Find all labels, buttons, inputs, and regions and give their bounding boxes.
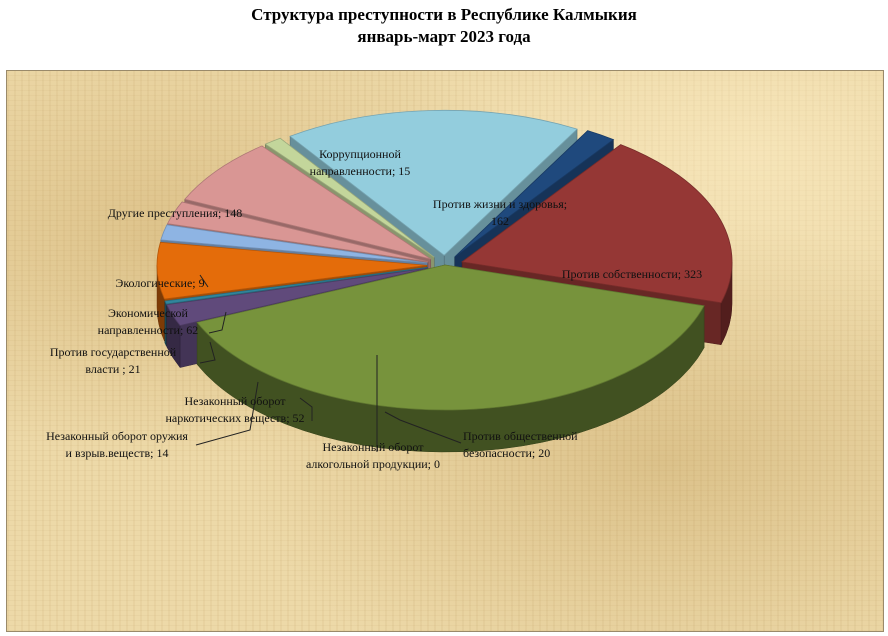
- data-label: Незаконный оборот оружия и взрыв.веществ;…: [46, 429, 188, 460]
- pie-slice: [166, 201, 429, 263]
- pie-slice: [196, 264, 705, 411]
- data-label: Экономической направленности; 62: [98, 306, 199, 337]
- data-label: Экологические; 9: [115, 276, 204, 290]
- data-label: Против жизни и здоровья; 162: [433, 197, 567, 228]
- leader-line: [208, 311, 227, 334]
- pie-slice: [160, 224, 428, 264]
- data-label-line: Экономической: [108, 306, 189, 320]
- pie-slice: [164, 266, 428, 305]
- data-label-line: направленности; 15: [310, 164, 411, 178]
- leader-line: [195, 381, 259, 446]
- leader-line: [199, 274, 209, 288]
- data-label-line: Незаконный оборот: [323, 440, 425, 454]
- pie-slice: [264, 137, 435, 258]
- data-label-line: власти ; 21: [85, 362, 140, 376]
- data-label: Незаконный оборот наркотических веществ; …: [165, 394, 304, 425]
- data-label-line: Против общественной: [463, 429, 578, 443]
- data-label: Против общественной безопасности; 20: [463, 429, 578, 460]
- data-label-line: алкогольной продукции; 0: [306, 457, 440, 471]
- data-label-line: Незаконный оборот оружия: [46, 429, 188, 443]
- chart-title: Структура преступности в Республике Калм…: [0, 4, 888, 48]
- data-label-line: направленности; 62: [98, 323, 199, 337]
- data-labels: Против жизни и здоровья; 162 Против собств…: [46, 147, 702, 471]
- leader-line: [384, 411, 462, 444]
- data-label-line: Другие преступления; 148: [108, 206, 243, 220]
- data-label-line: Коррупционной: [319, 147, 401, 161]
- leader-lines: [195, 274, 462, 452]
- data-label: Против собственности; 323: [562, 267, 702, 281]
- pie-slice: [184, 145, 432, 260]
- chart-title-line1: Структура преступности в Республике Калм…: [251, 5, 637, 24]
- data-label-line: Против государственной: [50, 345, 177, 359]
- data-label-line: Против жизни и здоровья;: [433, 197, 567, 211]
- data-label: Против государственной власти ; 21: [50, 345, 177, 376]
- pie-slice: [166, 267, 429, 327]
- pie-slice: [461, 144, 733, 304]
- pie-slice: [454, 130, 615, 258]
- data-label-line: безопасности; 20: [463, 446, 550, 460]
- data-label-line: Незаконный оборот: [185, 394, 287, 408]
- data-label: Другие преступления; 148: [108, 206, 243, 220]
- data-label-line: и взрыв.веществ; 14: [66, 446, 169, 460]
- pie-slice: [289, 109, 578, 256]
- chart-title-line2: январь-март 2023 года: [357, 27, 531, 46]
- pie-slice: [156, 241, 428, 300]
- data-label-line: Против собственности; 323: [562, 267, 702, 281]
- data-label: Коррупционной направленности; 15: [310, 147, 411, 178]
- pie-tops: [156, 109, 733, 411]
- leader-line: [199, 341, 216, 364]
- leader-line: [299, 397, 313, 421]
- data-label-line: наркотических веществ; 52: [165, 411, 304, 425]
- data-label-line: Экологические; 9: [115, 276, 204, 290]
- data-label: Незаконный оборот алкогольной продукции; …: [306, 440, 440, 471]
- data-label-line: 162: [491, 214, 509, 228]
